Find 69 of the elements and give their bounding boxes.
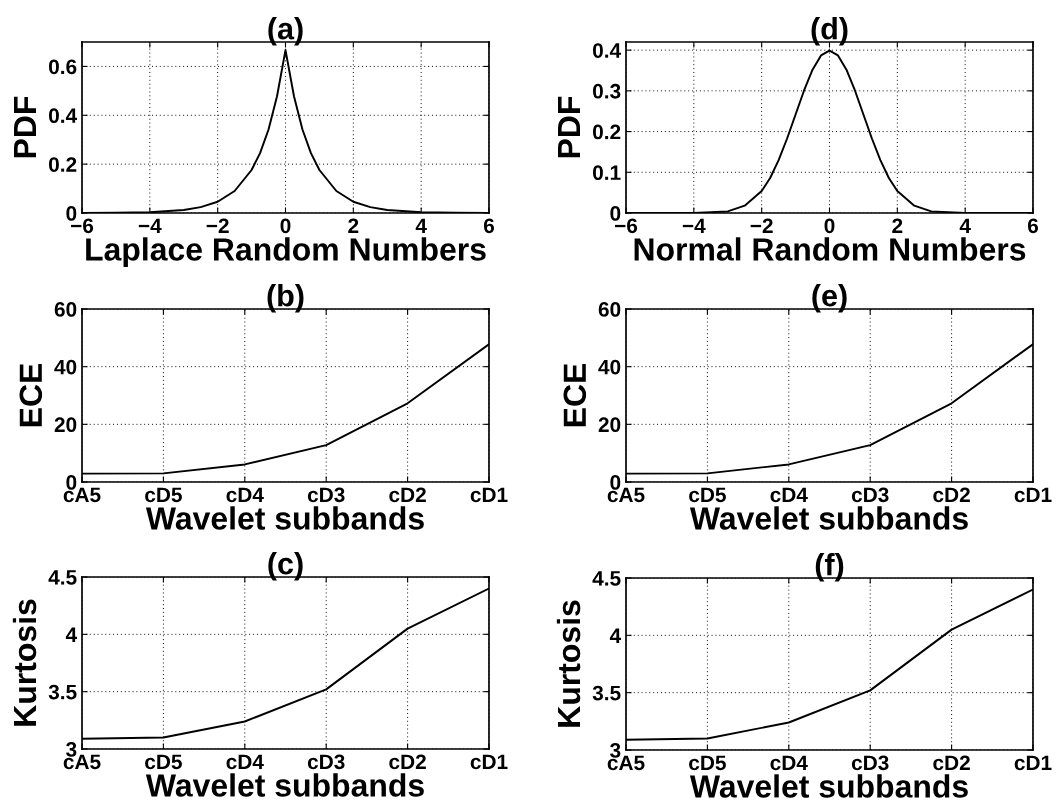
- x-axis-title: Laplace Random Numbers: [86, 237, 486, 268]
- y-tick-label: 0.4: [49, 108, 78, 124]
- x-axis-title: Normal Random Numbers: [634, 237, 1026, 261]
- x-tick-label: −4: [138, 218, 162, 233]
- y-tick-label: 20: [598, 417, 621, 433]
- y-tick-label: 4.5: [592, 571, 621, 586]
- x-tick-label: 2: [892, 218, 903, 233]
- y-tick-label: 60: [598, 302, 621, 317]
- x-axis-title: Wavelet subbands: [145, 506, 424, 530]
- y-tick-label: 3.5: [48, 684, 77, 700]
- x-tick-label: cD4: [770, 755, 808, 771]
- chart-title: (f): [815, 553, 844, 582]
- x-tick-label: cD1: [1014, 487, 1052, 503]
- x-tick-label: cD1: [470, 754, 508, 770]
- x-tick-label: cD5: [145, 754, 182, 770]
- x-tick-label: cD3: [851, 487, 889, 503]
- x-tick-label: 4: [959, 218, 971, 233]
- y-axis-title: PDF: [558, 96, 580, 158]
- y-tick-label: 3.5: [592, 685, 621, 701]
- y-axis-title: Kurtosis: [12, 599, 37, 726]
- y-tick-label: 40: [598, 359, 621, 375]
- chart-title: (a): [268, 17, 303, 46]
- x-axis-title: Wavelet subbands: [689, 774, 968, 798]
- chart-title: (d): [811, 17, 848, 46]
- y-axis-title: ECE: [563, 363, 587, 427]
- x-tick-label: 2: [348, 218, 359, 233]
- x-tick-label: cD2: [389, 487, 426, 503]
- y-tick-label: 20: [54, 417, 77, 433]
- x-tick-label: 6: [483, 218, 495, 234]
- x-tick-label: cD5: [689, 487, 726, 503]
- y-tick-label: 4: [609, 628, 622, 643]
- x-tick-label: 4: [415, 218, 427, 233]
- y-axis-title: PDF: [14, 96, 36, 158]
- y-axis-title: ECE: [19, 363, 43, 427]
- x-tick-label: 6: [1027, 218, 1039, 234]
- y-tick-label: 0.4: [593, 43, 622, 58]
- x-tick-label: −2: [750, 218, 773, 233]
- x-tick-label: cD3: [851, 755, 889, 771]
- y-tick-label: 60: [54, 302, 77, 317]
- chart-title: (e): [812, 284, 847, 313]
- y-tick-label: 0.2: [593, 124, 621, 140]
- x-tick-label: cD2: [389, 754, 426, 770]
- x-tick-label: cD2: [933, 487, 970, 503]
- x-tick-label: −4: [682, 218, 706, 233]
- x-tick-label: cD5: [145, 487, 182, 503]
- x-axis-title: Wavelet subbands: [145, 773, 424, 797]
- x-tick-label: 0: [824, 218, 835, 234]
- y-axis-title: Kurtosis: [556, 600, 581, 727]
- x-tick-label: cD3: [307, 487, 345, 503]
- chart-title: (c): [268, 552, 303, 581]
- x-tick-label: cD4: [226, 754, 264, 770]
- x-tick-label: cD4: [770, 487, 808, 503]
- x-tick-label: cD1: [470, 487, 508, 503]
- y-tick-label: 4.5: [48, 570, 77, 585]
- x-tick-label: cD1: [1014, 755, 1052, 771]
- chart-title: (b): [267, 284, 304, 313]
- x-axis-title: Wavelet subbands: [689, 506, 968, 530]
- y-tick-label: 0.1: [593, 165, 621, 181]
- x-tick-label: cD2: [933, 755, 970, 771]
- y-tick-label: 0.3: [593, 83, 621, 99]
- y-tick-label: 4: [65, 627, 78, 642]
- x-tick-label: cD5: [689, 755, 726, 771]
- x-tick-label: −2: [206, 218, 229, 233]
- y-tick-label: 0.2: [49, 157, 77, 172]
- x-tick-label: cD4: [226, 487, 264, 503]
- y-tick-label: 0.6: [49, 59, 77, 75]
- x-tick-label: cD3: [307, 754, 345, 770]
- y-tick-label: 40: [54, 359, 77, 375]
- x-tick-label: 0: [280, 218, 291, 234]
